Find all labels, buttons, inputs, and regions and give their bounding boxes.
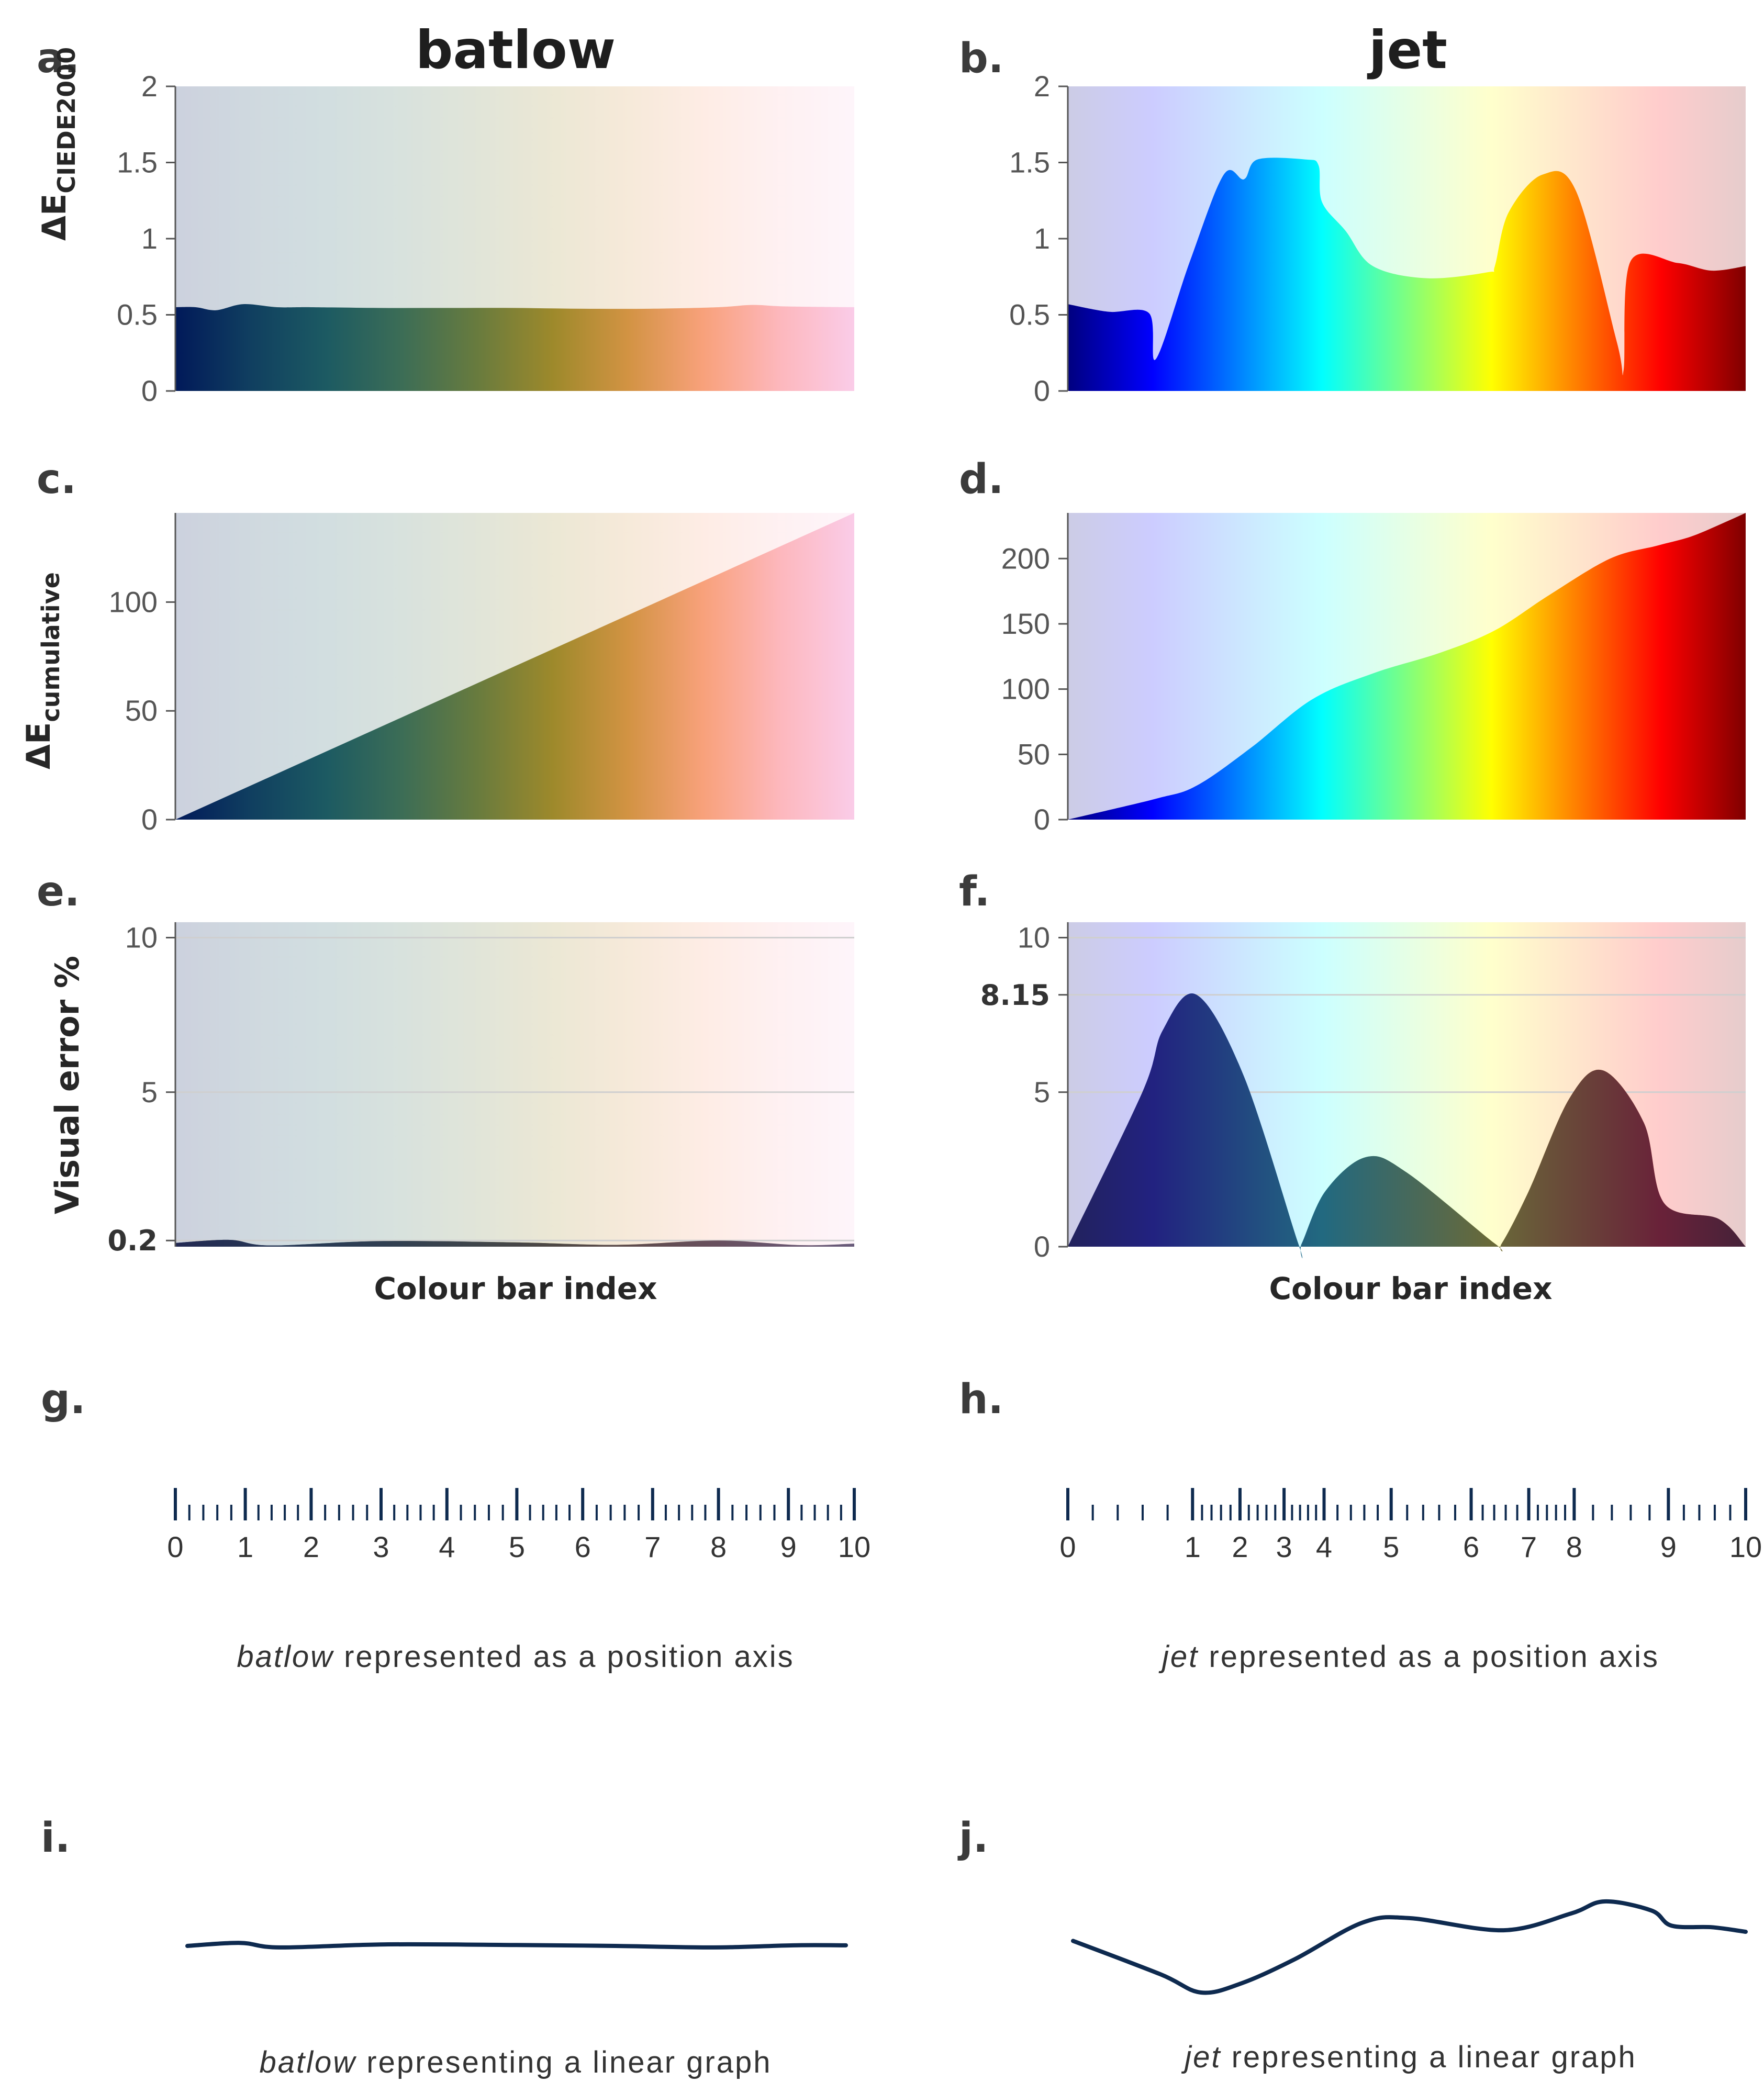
ylabel-a-main: ΔE [35, 194, 73, 241]
area-overlay-f [1068, 993, 1746, 1258]
y-tick-label-b: 0.5 [1009, 298, 1050, 331]
axis-tick-label: 6 [575, 1530, 591, 1563]
area-overlay-e [175, 1239, 854, 1247]
y-tick-label-d: 150 [1001, 607, 1050, 640]
caption-h-rest: represented as a position axis [1199, 1640, 1659, 1674]
ylabel-c-main: ΔE [19, 722, 58, 769]
y-tick-label-a: 2 [141, 70, 158, 103]
axis-tick-label: 3 [373, 1530, 389, 1563]
ylabel-c: ΔEcumulative [19, 572, 65, 769]
axis-tick-label: 1 [1185, 1530, 1201, 1563]
caption-i-italic: batlow [260, 2045, 357, 2079]
axis-tick-label: 0 [167, 1530, 183, 1563]
area-series-c [175, 513, 854, 820]
ylabel-a-sub: CIEDE2000 [52, 47, 81, 194]
ylabel-c-sub: cumulative [37, 572, 65, 722]
axis-tick-label: 10 [838, 1530, 870, 1563]
y-tick-label-d: 100 [1001, 673, 1050, 706]
ylabel-a: ΔECIEDE2000 [35, 47, 81, 241]
y-tick-label-a: 1.5 [117, 146, 158, 179]
axis-tick-label: 4 [439, 1530, 455, 1563]
y-tick-label-a: 0.5 [117, 298, 158, 331]
y-tick-label-f: 0 [1034, 1230, 1050, 1263]
panel-letter-c: c. [37, 456, 76, 503]
y-tick-label-e: 5 [141, 1076, 158, 1109]
plot-c: 0 50 100 [109, 513, 854, 836]
panel-letter-f: f. [959, 868, 990, 915]
area-series-b [1068, 158, 1746, 391]
linear-graph-line-j [1071, 1899, 1748, 1995]
y-tick-label-e: 0.2 [107, 1224, 158, 1257]
caption-j-rest: representing a linear graph [1221, 2040, 1636, 2074]
panel-letter-b: b. [959, 35, 1003, 82]
ylabel-e: Visual error % [48, 956, 86, 1214]
y-tick-label-d: 200 [1001, 542, 1050, 575]
column-title-left: batlow [416, 19, 616, 81]
y-tick-label-a: 1 [141, 222, 158, 255]
caption-g: batlow represented as a position axis [237, 1640, 794, 1674]
axis-tick-label: 9 [1660, 1530, 1677, 1563]
panel-letter-h: h. [959, 1376, 1003, 1423]
panel-letter-e: e. [37, 868, 80, 915]
panel-letter-d: d. [959, 456, 1003, 503]
xlabel-e: Colour bar index [374, 1271, 657, 1306]
y-tick-label-c: 0 [141, 803, 158, 836]
panel-letter-j: j. [957, 1815, 988, 1862]
axis-tick-label: 7 [644, 1530, 661, 1563]
axis-tick-label: 8 [1566, 1530, 1582, 1563]
panel-letter-i: i. [41, 1815, 70, 1862]
axis-tick-label: 5 [1383, 1530, 1399, 1563]
y-tick-label-f: 5 [1034, 1076, 1050, 1109]
y-tick-label-c: 100 [109, 585, 158, 618]
y-tick-label-e: 10 [125, 921, 158, 954]
plot-background-e [175, 922, 854, 1247]
axis-tick-label: 10 [1729, 1530, 1762, 1563]
caption-j-italic: jet [1181, 2040, 1221, 2074]
plot-e: 0.2 5 10 [107, 921, 854, 1257]
axis-tick-label: 9 [780, 1530, 797, 1563]
caption-h-italic: jet [1158, 1640, 1199, 1674]
plot-a: 0 0.5 1 1.5 2 [117, 70, 854, 407]
axis-tick-label: 3 [1276, 1530, 1292, 1563]
y-tick-label-a: 0 [141, 374, 158, 407]
axis-tick-label: 5 [509, 1530, 525, 1563]
axis-tick-label: 6 [1463, 1530, 1479, 1563]
caption-j: jet representing a linear graph [1181, 2040, 1637, 2074]
plot-f: 0 5 8.15 10 [980, 921, 1746, 1263]
panel-letter-g: g. [41, 1376, 85, 1423]
y-tick-label-b: 0 [1034, 374, 1050, 407]
y-tick-label-b: 1 [1034, 222, 1050, 255]
caption-h: jet represented as a position axis [1158, 1640, 1659, 1674]
caption-g-rest: represented as a position axis [334, 1640, 795, 1674]
caption-i: batlow representing a linear graph [260, 2045, 772, 2079]
caption-g-italic: batlow [237, 1640, 334, 1674]
y-tick-label-f: 10 [1018, 921, 1050, 954]
plot-d: 0 50 100 150 200 [1001, 513, 1746, 836]
axis-tick-label: 4 [1316, 1530, 1332, 1563]
axis-tick-label: 7 [1521, 1530, 1537, 1563]
axis-tick-label: 1 [237, 1530, 253, 1563]
axis-tick-label: 2 [303, 1530, 319, 1563]
y-tick-label-d: 50 [1018, 737, 1050, 770]
y-tick-label-f: 8.15 [980, 979, 1050, 1012]
position-axis-g: 0 1 2 3 4 5 6 7 8 9 10 [167, 1488, 870, 1563]
chart-layer: 00.511.5200.511.520501000501001502000.25… [107, 70, 1762, 1995]
y-tick-label-b: 2 [1034, 70, 1050, 103]
linear-graph-line-i [185, 1941, 848, 1950]
y-tick-label-c: 50 [125, 694, 158, 727]
xlabel-f: Colour bar index [1269, 1271, 1552, 1306]
column-title-right: jet [1367, 19, 1447, 81]
y-tick-label-b: 1.5 [1009, 146, 1050, 179]
y-tick-label-d: 0 [1034, 803, 1050, 836]
area-series-a [175, 304, 854, 391]
axis-tick-label: 2 [1232, 1530, 1248, 1563]
plot-b: 0 0.5 1 1.5 2 [1009, 70, 1746, 407]
axis-tick-label: 0 [1059, 1530, 1076, 1563]
panel-letter-a: a. [37, 35, 80, 82]
axis-tick-label: 8 [710, 1530, 727, 1563]
position-axis-h: 0 1 2 3 4 5 6 7 8 9 10 [1059, 1488, 1762, 1563]
caption-i-rest: representing a linear graph [356, 2045, 772, 2079]
area-series-d [1068, 513, 1746, 820]
